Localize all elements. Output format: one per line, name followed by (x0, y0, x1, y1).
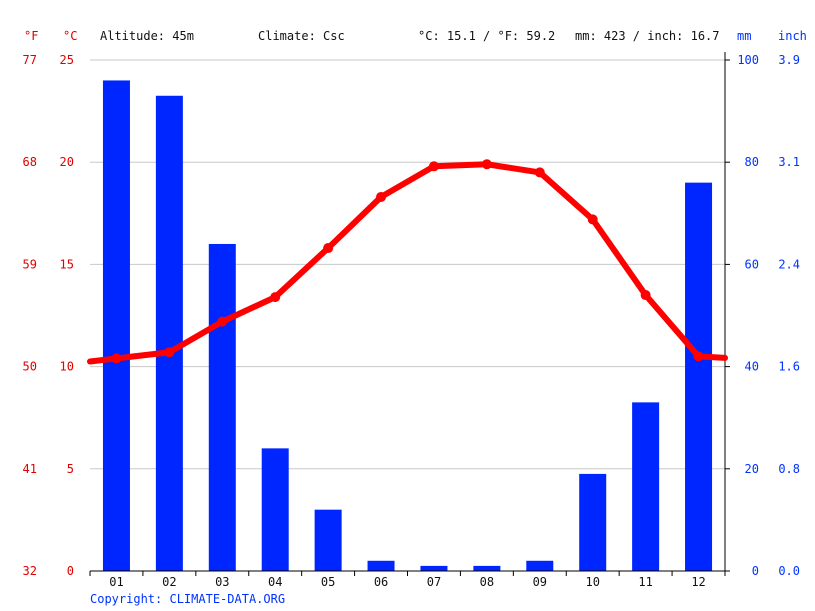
temperature-polyline (87, 161, 728, 365)
temperature-point (217, 316, 228, 327)
temperature-point (323, 243, 334, 254)
precipitation-bar (420, 565, 448, 571)
month-tick-label: 05 (321, 575, 335, 589)
unit-celsius-label: °C (63, 29, 77, 43)
mm-tick-label: 100 (737, 53, 759, 67)
inch-tick-label: 0.8 (778, 462, 800, 476)
mm-tick-label: 60 (745, 257, 759, 271)
inch-tick-label: 1.6 (778, 360, 800, 374)
temperature-point (428, 161, 439, 172)
precipitation-bar (261, 448, 289, 571)
precipitation-bar (473, 565, 501, 571)
temperature-point (270, 292, 281, 303)
precipitation-bar (632, 402, 660, 571)
celsius-tick-label: 5 (67, 462, 74, 476)
temperature-point (640, 290, 651, 301)
month-tick-label: 03 (215, 575, 229, 589)
unit-fahrenheit-label: °F (24, 29, 38, 43)
month-tick-label: 07 (427, 575, 441, 589)
month-tick-label: 02 (162, 575, 176, 589)
inch-tick-label: 2.4 (778, 257, 800, 271)
temperature-line (87, 159, 728, 365)
temperature-point (587, 214, 598, 225)
month-tick-label: 06 (374, 575, 388, 589)
precipitation-bar (155, 95, 183, 572)
precipitation-bar (526, 560, 554, 571)
climate-label: Climate: Csc (258, 29, 345, 43)
fahrenheit-tick-label: 41 (23, 462, 37, 476)
temperature-point (481, 159, 492, 170)
month-tick-label: 01 (109, 575, 123, 589)
celsius-tick-label: 10 (60, 360, 74, 374)
month-tick-label: 09 (533, 575, 547, 589)
mm-tick-label: 40 (745, 360, 759, 374)
precipitation-bars (102, 80, 713, 572)
mm-tick-label: 20 (745, 462, 759, 476)
month-tick-label: 12 (691, 575, 705, 589)
celsius-tick-label: 15 (60, 257, 74, 271)
unit-inch-label: inch (778, 29, 807, 43)
month-tick-label: 11 (638, 575, 652, 589)
unit-mm-label: mm (737, 29, 751, 43)
inch-tick-label: 0.0 (778, 564, 800, 578)
temperature-summary: °C: 15.1 / °F: 59.2 (418, 29, 555, 43)
precipitation-bar (367, 560, 395, 571)
precipitation-summary: mm: 423 / inch: 16.7 (575, 29, 720, 43)
fahrenheit-tick-label: 32 (23, 564, 37, 578)
temperature-point (164, 347, 175, 358)
fahrenheit-tick-label: 59 (23, 257, 37, 271)
precipitation-bar (685, 182, 713, 571)
inch-tick-label: 3.9 (778, 53, 800, 67)
month-tick-label: 08 (480, 575, 494, 589)
mm-tick-label: 0 (752, 564, 759, 578)
precipitation-bar (102, 80, 130, 571)
celsius-tick-label: 20 (60, 155, 74, 169)
celsius-tick-label: 0 (67, 564, 74, 578)
temperature-point (111, 353, 122, 364)
month-tick-label: 04 (268, 575, 282, 589)
precipitation-bar (208, 243, 236, 571)
precipitation-bar (579, 473, 607, 571)
temperature-point (534, 167, 545, 178)
inch-tick-label: 3.1 (778, 155, 800, 169)
fahrenheit-tick-label: 68 (23, 155, 37, 169)
grid-layer (90, 59, 725, 470)
tick-labels: 32 0 41 5 50 10 59 15 68 20 77 25 0 0.0 20 0.8 40 1.6 60 2.… (23, 53, 800, 589)
fahrenheit-tick-label: 50 (23, 360, 37, 374)
temperature-point (376, 191, 387, 202)
copyright-text: Copyright: CLIMATE-DATA.ORG (90, 592, 285, 606)
mm-tick-label: 80 (745, 155, 759, 169)
celsius-tick-label: 25 (60, 53, 74, 67)
temperature-point (693, 351, 704, 362)
precipitation-bar (314, 509, 342, 571)
fahrenheit-tick-label: 77 (23, 53, 37, 67)
altitude-label: Altitude: 45m (100, 29, 194, 43)
axes (89, 52, 730, 576)
month-tick-label: 10 (585, 575, 599, 589)
